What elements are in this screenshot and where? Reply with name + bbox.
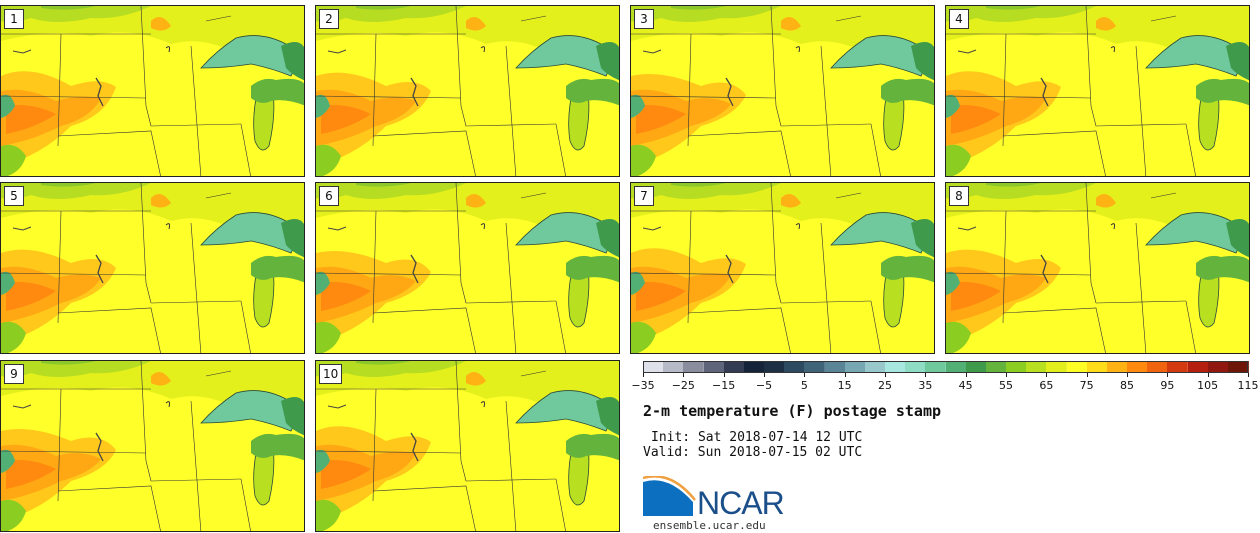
panel-number: 6: [319, 186, 339, 206]
colorbar-tick: [1006, 373, 1007, 377]
colorbar-tick: [1046, 373, 1048, 377]
colorbar-tick: [1127, 373, 1128, 377]
panel-number: 2: [319, 9, 339, 29]
colorbar-tick: [925, 373, 927, 377]
colorbar-tick-label: 85: [1120, 379, 1134, 392]
colorbar-tick: [643, 373, 644, 377]
colorbar-tick-label: 105: [1197, 379, 1219, 392]
colorbar-tick-label: 5: [800, 379, 808, 392]
panel-number: 9: [4, 364, 24, 384]
map-panel: 2: [315, 5, 620, 177]
colorbar-tick: [1248, 373, 1249, 377]
colorbar-tick-label: 95: [1160, 379, 1175, 392]
colorbar-tick-label: −25: [671, 379, 695, 392]
map-panel: 1: [0, 5, 305, 177]
site-url: ensemble.ucar.edu: [653, 519, 766, 532]
temperature-colorbar: −35 −25 −15 −5 5 15 25 35 45 55 65 75 85 95 105 115: [631, 361, 1259, 392]
colorbar-tick-label: 115: [1237, 379, 1259, 392]
colorbar-tick: [885, 373, 886, 377]
colorbar-tick-label: 55: [999, 379, 1013, 392]
map-panel: 10: [315, 360, 620, 532]
map-panel: 9: [0, 360, 305, 532]
map-panel: 3: [630, 5, 935, 177]
colorbar-tick-label: −35: [631, 379, 655, 392]
map-panel: 5: [0, 182, 305, 354]
colorbar-tick: [1167, 373, 1169, 377]
colorbar-tick-label: 15: [837, 379, 852, 392]
ncar-logo-icon: [643, 476, 696, 516]
valid-time: Valid: Sun 2018-07-15 02 UTC: [643, 445, 863, 460]
colorbar-tick: [683, 373, 685, 377]
panel-number: 3: [634, 9, 654, 29]
chart-title: 2-m temperature (F) postage stamp: [643, 402, 942, 420]
colorbar-tick-label: 65: [1039, 379, 1054, 392]
colorbar-tick-label: −5: [755, 379, 773, 392]
colorbar-tick-label: 75: [1079, 379, 1094, 392]
colorbar-swatch: [1227, 361, 1249, 373]
map-panel: 6: [315, 182, 620, 354]
panel-number: 8: [949, 186, 969, 206]
panel-number: 1: [4, 9, 24, 29]
colorbar-tick-label: 25: [878, 379, 892, 392]
colorbar-tick: [804, 373, 806, 377]
colorbar-tick: [1086, 373, 1088, 377]
panel-number: 5: [4, 186, 24, 206]
map-panel: 8: [945, 182, 1250, 354]
map-panel: 4: [945, 5, 1250, 177]
colorbar-tick: [1207, 373, 1209, 377]
colorbar-tick: [844, 373, 846, 377]
logo-wordmark: NCAR: [697, 485, 785, 521]
panel-number: 7: [634, 186, 654, 206]
panel-number: 10: [319, 364, 343, 384]
panel-number: 4: [949, 9, 969, 29]
colorbar-tick: [723, 373, 725, 377]
colorbar-tick-label: 35: [918, 379, 933, 392]
colorbar-tick-label: 45: [958, 379, 973, 392]
colorbar-tick-label: −15: [712, 379, 736, 392]
colorbar-tick: [965, 373, 967, 377]
colorbar-tick: [764, 373, 765, 377]
map-panel: 7: [630, 182, 935, 354]
colorbar-frame: [643, 361, 1248, 373]
init-time: Init: Sat 2018-07-14 12 UTC: [651, 430, 863, 445]
